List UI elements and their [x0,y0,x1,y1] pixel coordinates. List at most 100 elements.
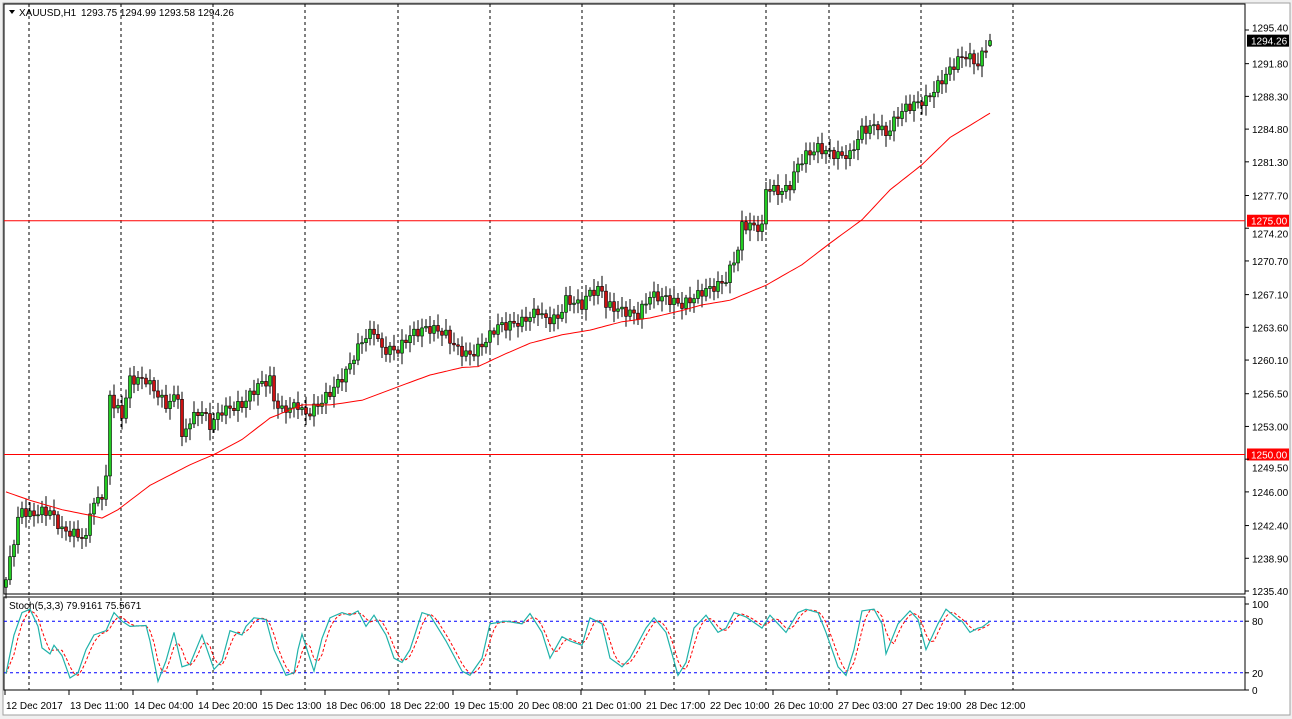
candle-body [304,407,308,415]
price-tick-label: 1274.20 [1252,230,1289,241]
candle-body [300,407,304,410]
candle-body [956,56,960,70]
candle-body [160,394,164,398]
candle-body [124,397,128,419]
candle-body [664,295,668,297]
candle-body [228,405,232,409]
candle-body [876,124,880,131]
price-axis: 1275.00 1250.00 1294.26 1295.40 1291.80 1288.… [1245,24,1289,598]
candle-body [248,390,252,402]
time-tick-label: 21 Dec 17:00 [646,701,706,712]
candle-body [924,95,928,106]
candle-body [408,335,412,343]
candle-body [340,379,344,383]
candle-body [84,535,88,539]
candle-body [620,306,624,310]
candle-body [496,324,500,335]
candle-body [592,289,596,296]
candle-body [864,125,868,134]
candle-body [216,412,220,420]
candle-body [172,394,176,402]
candle-body [788,185,792,191]
candle-body [556,314,560,319]
candle-body [456,344,460,347]
ohlc-readout: 1293.75 1294.99 1293.58 1294.26 [81,8,234,19]
candle-body [584,295,588,310]
candle-body [504,322,508,331]
candle-body [568,295,572,305]
time-tick-label: 13 Dec 11:00 [70,701,129,712]
candle-body [696,290,700,299]
candle-body [624,306,628,317]
candle-body [204,412,208,414]
price-tag-label: 1275.00 [1251,217,1288,228]
candle-body [236,401,240,411]
candle-body [588,289,592,297]
candle-body [36,514,40,517]
candle-body [744,221,748,231]
candle-body [560,311,564,319]
candle-body [368,328,372,339]
candle-body [952,66,956,70]
price-tick-label: 1281.30 [1252,158,1289,169]
candle-body [140,377,144,379]
price-tick-label: 1256.50 [1252,390,1289,401]
candle-body [80,537,84,539]
candle-body [164,394,168,409]
time-axis: 12 Dec 2017 13 Dec 11:00 14 Dec 04:00 14 De… [4,690,1026,712]
candle-body [572,302,576,305]
candles [4,33,992,599]
price-tick-label: 1277.70 [1252,191,1289,202]
candle-body [644,303,648,306]
price-tick-label: 1284.80 [1252,125,1289,136]
candle-body [448,329,452,344]
candle-body [44,506,48,516]
candle-body [8,556,12,581]
candle-body [192,411,196,425]
candle-body [60,526,64,529]
horizontal-levels[interactable] [4,220,1245,455]
candle-body [472,353,476,357]
candle-body [532,308,536,318]
candle-body [916,101,920,104]
candle-body [476,343,480,357]
candle-body [28,510,32,517]
candle-body [500,322,504,326]
candle-body [208,413,212,430]
candle-body [384,346,388,355]
candle-body [932,91,936,98]
candle-body [748,222,752,231]
candle-body [56,514,60,529]
triangle-down-icon[interactable] [9,10,15,14]
price-tick-label: 1238.90 [1252,554,1289,565]
candle-body [324,391,328,404]
candle-body [536,308,540,316]
candle-body [468,350,472,355]
candle-body [432,325,436,334]
price-tag [1247,214,1289,227]
candle-body [148,380,152,385]
time-tick-label: 18 Dec 06:00 [326,701,386,712]
candle-body [76,528,80,538]
candle-body [480,343,484,348]
candle-body [716,281,720,292]
candle-body [180,399,184,437]
candle-body [156,390,160,398]
time-tick-label: 21 Dec 01:00 [582,701,642,712]
indicator-panel-frame [3,596,1246,691]
indicator-tick-label: 100 [1252,600,1269,611]
candle-body [692,298,696,304]
candle-body [232,407,236,411]
price-tick-label: 1288.30 [1252,92,1289,103]
candle-body [920,101,924,106]
price-tick-label: 1263.60 [1252,323,1289,334]
candle-body [652,291,656,298]
candle-body [428,326,432,334]
candle-body [944,73,948,85]
candle-body [812,151,816,156]
candle-body [936,80,940,93]
candle-body [100,497,104,500]
candle-body [72,528,76,537]
candle-body [552,314,556,325]
